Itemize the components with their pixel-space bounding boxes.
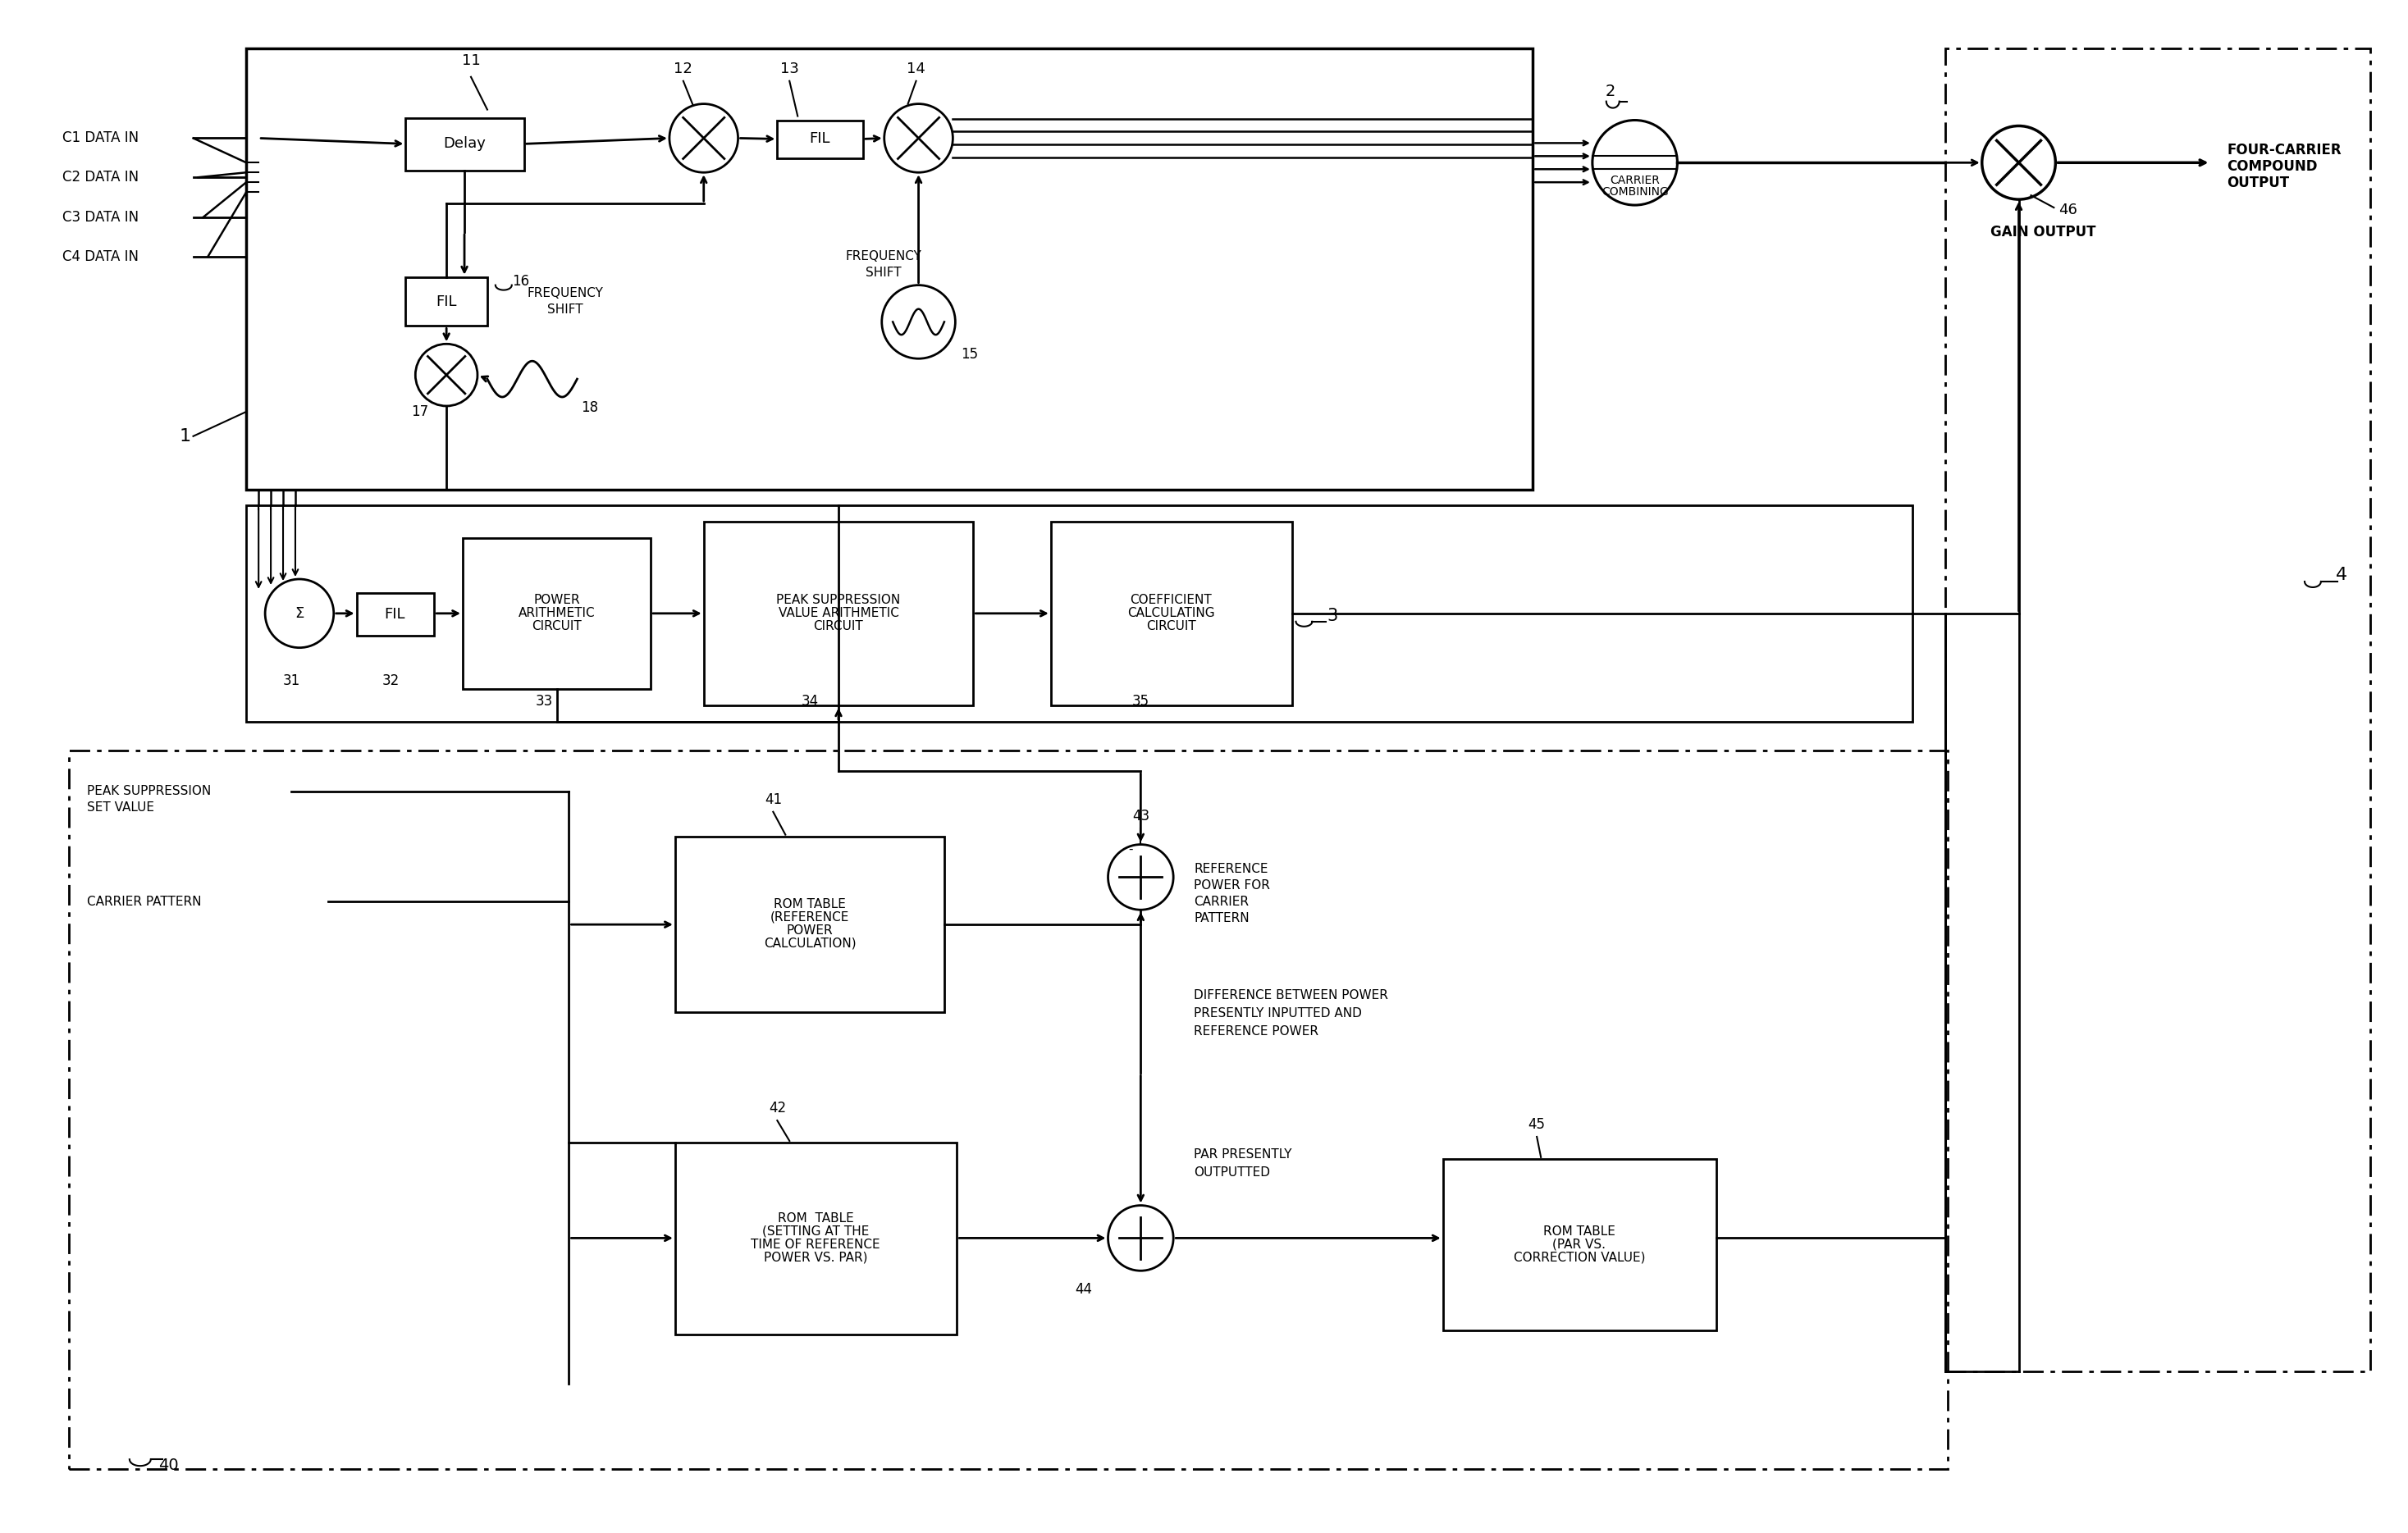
- Text: 46: 46: [2059, 202, 2078, 218]
- Text: FIL: FIL: [436, 294, 458, 308]
- Text: 40: 40: [159, 1458, 178, 1473]
- Text: SHIFT: SHIFT: [864, 267, 901, 279]
- Text: C3 DATA IN: C3 DATA IN: [63, 210, 140, 225]
- Bar: [405, 277, 486, 327]
- Text: 18: 18: [580, 400, 597, 415]
- Text: ROM TABLE: ROM TABLE: [1544, 1225, 1616, 1237]
- Text: 44: 44: [1074, 1282, 1093, 1297]
- Bar: [1442, 1159, 1717, 1331]
- Text: $\Sigma$: $\Sigma$: [294, 606, 303, 621]
- Text: CIRCUIT: CIRCUIT: [814, 621, 864, 633]
- Text: C1 DATA IN: C1 DATA IN: [63, 130, 140, 146]
- Text: 1: 1: [178, 428, 190, 445]
- Text: FOUR-CARRIER: FOUR-CARRIER: [2227, 143, 2341, 158]
- Text: (PAR VS.: (PAR VS.: [1553, 1239, 1606, 1251]
- Text: PEAK SUPPRESSION: PEAK SUPPRESSION: [87, 785, 212, 797]
- Text: VALUE ARITHMETIC: VALUE ARITHMETIC: [778, 607, 898, 619]
- Text: -: -: [1129, 843, 1134, 855]
- Text: PEAK SUPPRESSION: PEAK SUPPRESSION: [775, 595, 901, 607]
- Text: C2 DATA IN: C2 DATA IN: [63, 170, 140, 185]
- Text: SET VALUE: SET VALUE: [87, 802, 154, 814]
- Bar: [405, 118, 525, 170]
- Text: (SETTING AT THE: (SETTING AT THE: [763, 1225, 869, 1237]
- Text: 15: 15: [961, 346, 978, 362]
- Text: 12: 12: [674, 61, 694, 77]
- Text: COMPOUND: COMPOUND: [2227, 159, 2316, 175]
- Text: CIRCUIT: CIRCUIT: [1146, 621, 1197, 633]
- Text: POWER VS. PAR): POWER VS. PAR): [763, 1251, 867, 1263]
- Text: 3: 3: [1327, 607, 1339, 624]
- Text: 16: 16: [513, 274, 530, 288]
- Text: FIL: FIL: [809, 132, 831, 146]
- Text: 35: 35: [1132, 694, 1149, 708]
- Text: 17: 17: [412, 405, 429, 419]
- Text: CARRIER PATTERN: CARRIER PATTERN: [87, 895, 202, 908]
- Bar: [1946, 49, 2369, 1371]
- Text: COMBINING: COMBINING: [1601, 187, 1669, 198]
- Circle shape: [1108, 845, 1173, 909]
- Text: COEFFICIENT: COEFFICIENT: [1129, 595, 1211, 607]
- Circle shape: [1982, 126, 2056, 199]
- Circle shape: [265, 579, 335, 647]
- Bar: [246, 49, 1534, 489]
- Bar: [70, 751, 1948, 1469]
- Text: 45: 45: [1529, 1118, 1546, 1131]
- Text: 2: 2: [1606, 84, 1616, 100]
- Text: Delay: Delay: [443, 136, 486, 152]
- Text: 14: 14: [908, 61, 925, 77]
- Bar: [674, 837, 944, 1012]
- Text: 11: 11: [462, 54, 479, 67]
- Text: 32: 32: [383, 675, 400, 688]
- Text: REFERENCE: REFERENCE: [1194, 863, 1269, 875]
- Circle shape: [884, 104, 954, 172]
- Circle shape: [669, 104, 737, 172]
- Bar: [246, 506, 1912, 722]
- Text: CARRIER: CARRIER: [1194, 895, 1250, 908]
- Text: FREQUENCY: FREQUENCY: [845, 250, 922, 262]
- Text: CARRIER: CARRIER: [1611, 175, 1659, 187]
- Text: 31: 31: [282, 675, 301, 688]
- Text: FIL: FIL: [385, 607, 405, 621]
- Text: FREQUENCY: FREQUENCY: [527, 287, 602, 299]
- Bar: [703, 521, 973, 705]
- Circle shape: [1592, 120, 1678, 205]
- Text: TIME OF REFERENCE: TIME OF REFERENCE: [751, 1239, 881, 1251]
- Text: C4 DATA IN: C4 DATA IN: [63, 250, 140, 264]
- Text: 33: 33: [535, 694, 554, 708]
- Circle shape: [1108, 1205, 1173, 1271]
- Text: 4: 4: [2336, 567, 2348, 583]
- Bar: [356, 593, 433, 636]
- Text: 41: 41: [763, 793, 783, 806]
- Text: ARITHMETIC: ARITHMETIC: [518, 607, 595, 619]
- Bar: [778, 120, 862, 158]
- Text: DIFFERENCE BETWEEN POWER: DIFFERENCE BETWEEN POWER: [1194, 989, 1387, 1001]
- Bar: [674, 1142, 956, 1334]
- Text: PAR PRESENTLY: PAR PRESENTLY: [1194, 1148, 1291, 1160]
- Text: POWER FOR: POWER FOR: [1194, 878, 1269, 892]
- Text: OUTPUT: OUTPUT: [2227, 176, 2290, 190]
- Text: CORRECTION VALUE): CORRECTION VALUE): [1515, 1251, 1645, 1263]
- Text: ROM  TABLE: ROM TABLE: [778, 1213, 855, 1225]
- Text: CALCULATING: CALCULATING: [1127, 607, 1214, 619]
- Text: POWER: POWER: [535, 595, 580, 607]
- Text: 34: 34: [802, 694, 819, 708]
- Bar: [1050, 521, 1291, 705]
- Text: CALCULATION): CALCULATION): [763, 937, 857, 949]
- Text: PRESENTLY INPUTTED AND: PRESENTLY INPUTTED AND: [1194, 1007, 1363, 1019]
- Text: PATTERN: PATTERN: [1194, 912, 1250, 924]
- Text: POWER: POWER: [787, 924, 833, 937]
- Bar: [462, 538, 650, 690]
- Text: ROM TABLE: ROM TABLE: [773, 898, 845, 911]
- Text: REFERENCE POWER: REFERENCE POWER: [1194, 1026, 1320, 1038]
- Text: GAIN OUTPUT: GAIN OUTPUT: [1989, 225, 2095, 239]
- Circle shape: [881, 285, 956, 359]
- Text: CIRCUIT: CIRCUIT: [532, 621, 583, 633]
- Text: 43: 43: [1132, 808, 1149, 823]
- Text: 42: 42: [768, 1101, 785, 1116]
- Text: OUTPUTTED: OUTPUTTED: [1194, 1167, 1269, 1179]
- Text: (REFERENCE: (REFERENCE: [771, 911, 850, 923]
- Circle shape: [417, 343, 477, 406]
- Text: 13: 13: [780, 61, 799, 77]
- Text: SHIFT: SHIFT: [547, 304, 583, 316]
